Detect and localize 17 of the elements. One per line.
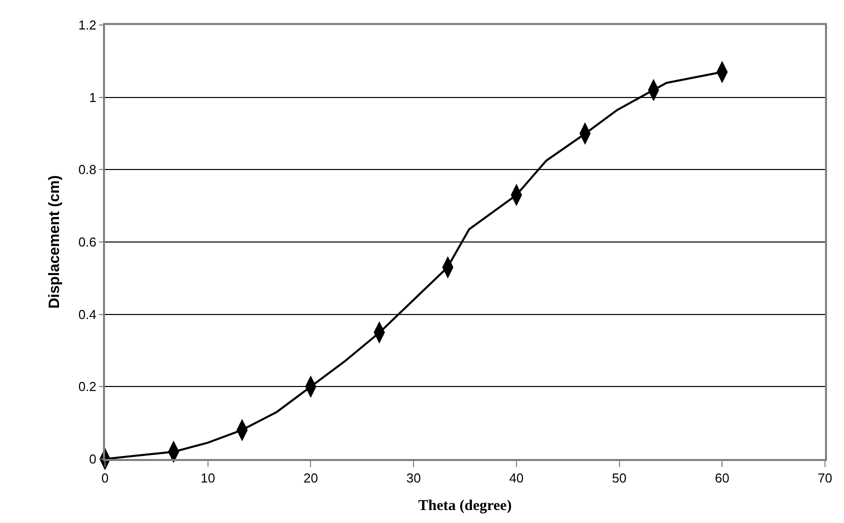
y-tick-label: 1.2 (78, 18, 96, 33)
x-tick-label: 20 (303, 470, 318, 486)
x-tick-label: 30 (406, 470, 421, 486)
x-tick-label: 10 (200, 470, 216, 486)
y-tick-label: 0 (89, 452, 96, 467)
y-tick-label: 0.6 (78, 234, 96, 250)
y-axis-title: Displacement (cm) (46, 175, 64, 309)
x-tick-label: 70 (818, 470, 832, 486)
x-tick-label: 50 (612, 470, 627, 486)
x-tick-label: 0 (101, 470, 109, 486)
y-tick-label: 1 (89, 90, 96, 105)
y-tick-label: 0.4 (78, 306, 96, 322)
x-tick-label: 60 (714, 470, 730, 486)
y-tick-label: 0.2 (78, 379, 96, 394)
x-axis-title: Theta (degree) (418, 498, 512, 514)
y-tick-label: 0.8 (78, 162, 96, 178)
x-tick-label: 40 (509, 470, 524, 486)
